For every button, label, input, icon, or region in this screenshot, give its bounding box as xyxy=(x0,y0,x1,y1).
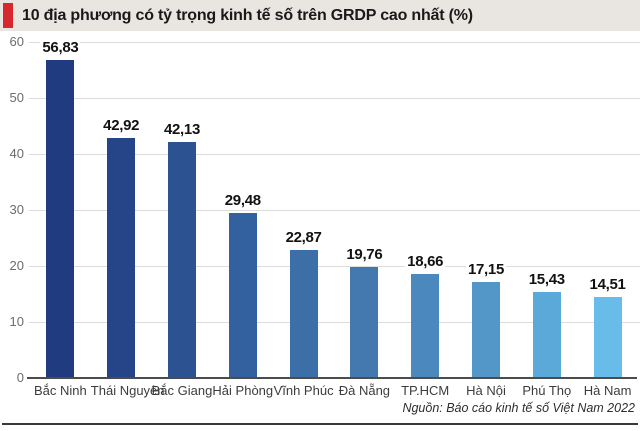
bar-value-label: 14,51 xyxy=(587,276,628,293)
bar xyxy=(411,274,440,378)
bar-value-label: 18,66 xyxy=(405,253,446,270)
x-axis-label: Đà Nẵng xyxy=(338,383,391,398)
x-axis-label: Hà Nội xyxy=(466,383,506,398)
source-note: Nguồn: Báo cáo kinh tế số Việt Nam 2022 xyxy=(402,401,635,415)
gridline xyxy=(29,97,640,99)
x-axis-label: Hà Nam xyxy=(583,383,632,398)
bar-value-label: 19,76 xyxy=(344,246,385,263)
y-axis-tick-label: 20 xyxy=(9,258,24,273)
x-axis-label: TP.HCM xyxy=(401,383,450,398)
bar xyxy=(289,250,318,378)
bar-cell: 14,51 xyxy=(577,276,638,378)
chart-header: 10 địa phương có tỷ trọng kinh tế số trê… xyxy=(0,0,640,31)
bar-cell: 42,92 xyxy=(91,117,152,378)
bottom-rule xyxy=(2,423,638,425)
gridline xyxy=(29,209,640,211)
gridline xyxy=(29,41,640,43)
bar-value-label: 42,92 xyxy=(101,117,142,134)
bar-value-label: 29,48 xyxy=(222,192,263,209)
x-axis-line xyxy=(27,377,637,379)
x-axis-label: Phú Thọ xyxy=(522,383,572,398)
x-axis-label: Bắc Ninh xyxy=(34,383,87,398)
bar xyxy=(350,267,379,378)
gridline xyxy=(29,153,640,155)
bar-value-label: 22,87 xyxy=(283,229,324,246)
x-axis-label: Hải Phòng xyxy=(212,383,274,398)
bar-cell: 19,76 xyxy=(334,246,395,378)
chart-title: 10 địa phương có tỷ trọng kinh tế số trê… xyxy=(22,7,473,24)
gridline xyxy=(29,265,640,267)
bar xyxy=(471,282,500,378)
x-axis-labels: Bắc Ninh Thái Nguyên Bắc Giang Hải Phòng Vĩn… xyxy=(30,383,638,399)
bar xyxy=(107,138,136,378)
y-axis-tick-label: 30 xyxy=(9,202,24,217)
y-axis-tick-label: 60 xyxy=(9,34,24,49)
bar-value-label: 56,83 xyxy=(40,39,81,56)
bar xyxy=(532,292,561,378)
y-axis-tick-label: 40 xyxy=(9,146,24,161)
bar-cell: 18,66 xyxy=(395,253,456,378)
y-axis-tick-label: 0 xyxy=(16,370,24,385)
y-axis-tick-label: 10 xyxy=(9,314,24,329)
bar-cell: 22,87 xyxy=(273,229,334,378)
bar xyxy=(167,142,196,378)
bar-value-label: 42,13 xyxy=(161,121,203,138)
bar-cell: 42,13 xyxy=(152,121,213,378)
x-axis-label: Vĩnh Phúc xyxy=(273,383,334,398)
x-axis-label: Thái Nguyên xyxy=(90,383,165,398)
bar-cell: 15,43 xyxy=(516,271,577,378)
bar xyxy=(593,297,622,378)
gridline xyxy=(29,321,640,323)
bar xyxy=(228,213,257,378)
bar-cell: 56,83 xyxy=(30,39,91,378)
y-axis-tick-label: 50 xyxy=(9,90,24,105)
bar-value-label: 15,43 xyxy=(526,271,567,288)
bar-cell: 17,15 xyxy=(456,261,517,378)
bar xyxy=(46,60,75,378)
bar-value-label: 17,15 xyxy=(465,261,506,278)
bar-series: 56,83 42,92 42,13 29,48 22,87 19,76 18,66 17,15… xyxy=(30,31,638,378)
title-accent-bar xyxy=(3,3,13,28)
bar-cell: 29,48 xyxy=(212,192,273,378)
x-axis-label: Bắc Giang xyxy=(151,383,213,398)
